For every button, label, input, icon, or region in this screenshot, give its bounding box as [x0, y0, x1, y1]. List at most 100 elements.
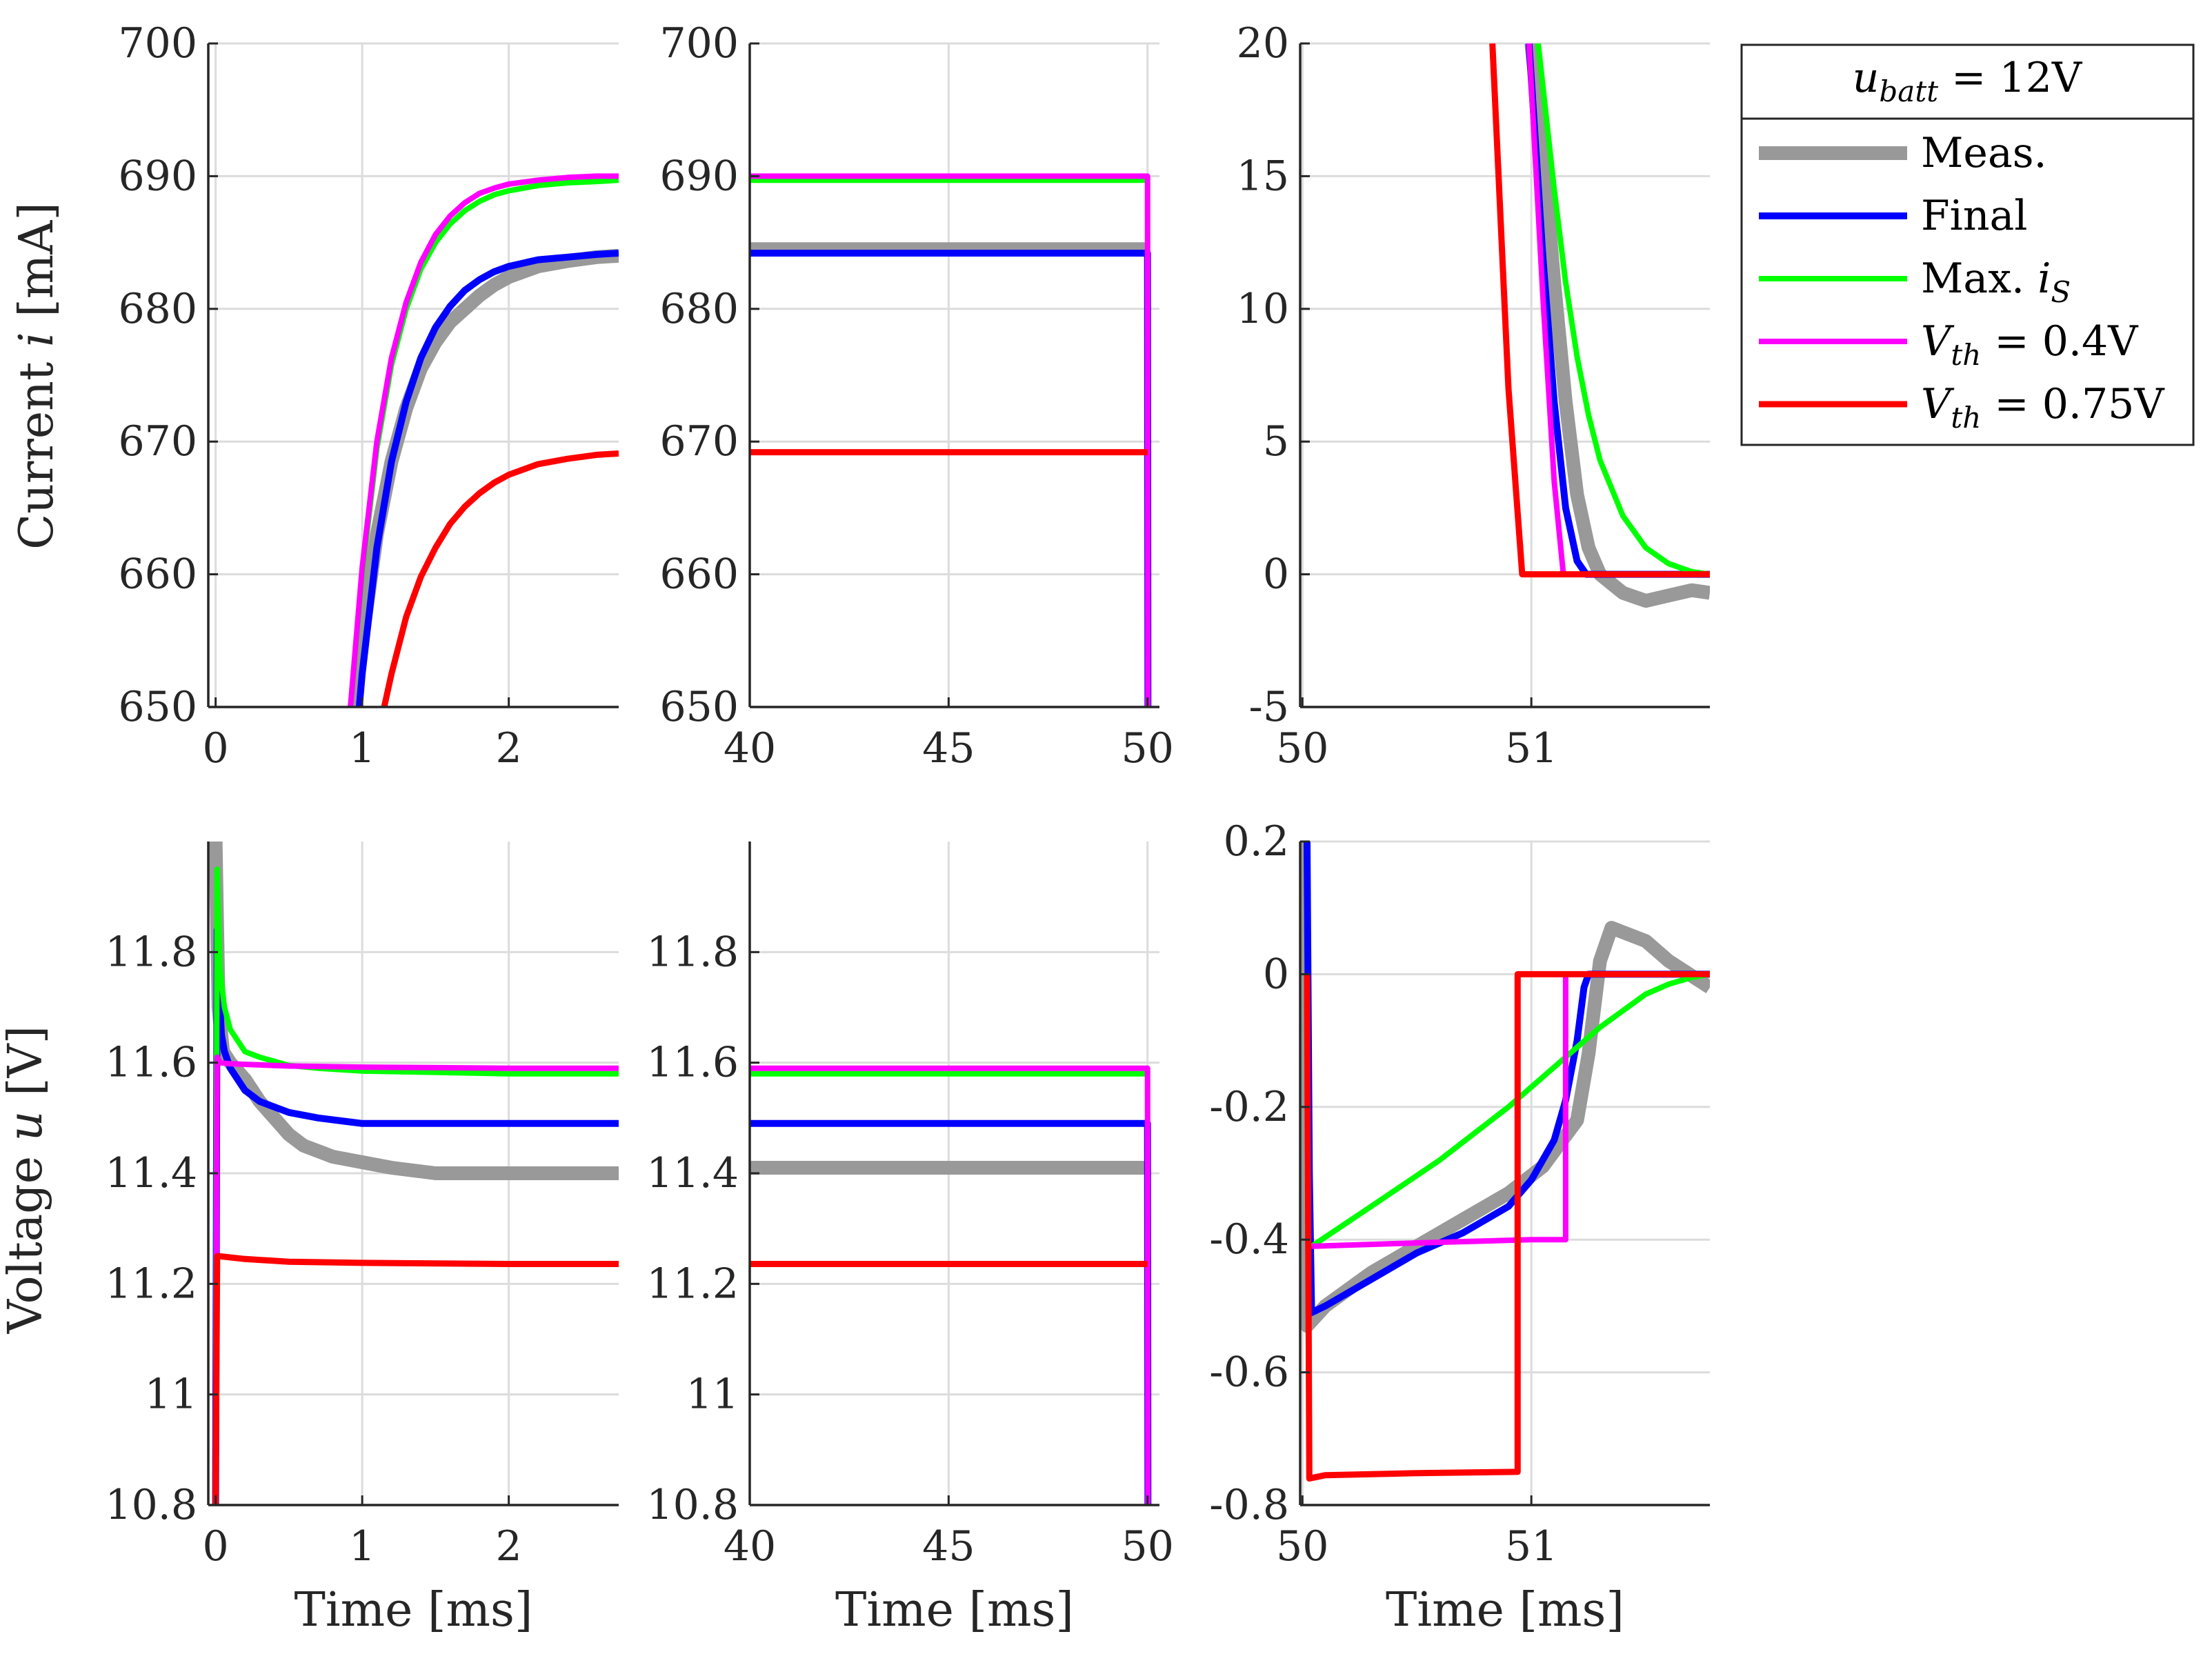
y-tick-label: 650	[118, 683, 197, 731]
legend-title: ubatt = 12V	[1853, 54, 2083, 108]
x-tick-label: 50	[1276, 724, 1328, 773]
series-line-v-th-0-4v	[348, 173, 619, 707]
x-axis-label: Time [ms]	[835, 1583, 1074, 1637]
y-axis-label-voltage: Voltage u [V]	[0, 1026, 53, 1334]
y-tick-label: 11.4	[105, 1149, 197, 1197]
legend-item: Meas.	[1759, 129, 2047, 177]
x-axis-label: Time [ms]	[295, 1583, 533, 1637]
legend-items: Meas. Final Max. iS Vth = 0.4V Vth = 0.75V	[1759, 129, 2165, 435]
legend-label: Vth = 0.75V	[1921, 380, 2165, 435]
x-tick-label: 40	[724, 724, 776, 773]
y-tick-label: 0	[1263, 550, 1289, 599]
y-tick-label: 15	[1237, 152, 1289, 200]
legend-item: Max. iS	[1759, 255, 2071, 309]
y-axis-label-current-text: Current	[10, 347, 64, 550]
series-line-max-i-s	[1310, 971, 1710, 1249]
y-axis-label-voltage-unit: [V]	[0, 1026, 53, 1111]
series-line-v-th-0-4v	[212, 1054, 619, 1505]
legend-label: Final	[1921, 192, 2027, 240]
y-tick-label: 10	[1237, 285, 1289, 333]
y-tick-label: -0.6	[1209, 1348, 1289, 1397]
series-line-v-th-0-75v	[1304, 970, 1710, 1482]
x-tick-label: 51	[1505, 1522, 1557, 1571]
y-tick-label: 0.2	[1224, 817, 1289, 866]
series-line-max-i-s	[1535, 43, 1710, 577]
y-tick-label: 700	[659, 19, 739, 68]
series-group	[208, 842, 619, 1505]
y-tick-label: 690	[659, 152, 739, 200]
panel-current-switchoff: -5 0 5 10 15 20 50 51	[1237, 19, 1710, 773]
x-tick-label: 1	[349, 1522, 375, 1571]
legend-box	[1740, 43, 2195, 446]
x-tick-label: 45	[922, 724, 975, 773]
y-tick-label: -0.2	[1209, 1083, 1289, 1131]
series-group	[750, 173, 1152, 707]
legend-item: Final	[1759, 192, 2027, 240]
y-tick-label: 660	[659, 550, 739, 599]
x-tick-label: 40	[724, 1522, 776, 1571]
y-tick-label: 11.8	[646, 928, 739, 976]
y-tick-label: 680	[659, 285, 739, 333]
y-tick-label: 690	[118, 152, 197, 200]
y-tick-label: -0.4	[1209, 1215, 1289, 1264]
y-tick-label: 11.2	[646, 1259, 739, 1308]
y-axis-labels: Current i [mA] Voltage u [V]	[0, 202, 64, 1334]
x-axis-label: Time [ms]	[1386, 1583, 1624, 1637]
y-tick-label: 11.4	[646, 1149, 739, 1197]
y-axis-label-current-var: i	[10, 332, 64, 347]
y-tick-label: 660	[118, 550, 197, 599]
y-tick-label: 10.8	[646, 1481, 739, 1529]
x-tick-label: 51	[1505, 724, 1557, 773]
y-axis-label-current-unit: [mA]	[10, 202, 64, 332]
series-line-v-th-0-75v	[212, 1253, 619, 1505]
series-line-meas	[348, 248, 619, 707]
x-tick-label: 50	[1122, 1522, 1174, 1571]
series-group	[1300, 842, 1710, 1482]
y-tick-label: 11.6	[646, 1039, 739, 1087]
series-line-v-th-0-75v	[381, 450, 619, 707]
y-tick-label: 680	[118, 285, 197, 333]
series-line-meas	[1524, 43, 1710, 608]
y-tick-label: 11.6	[105, 1039, 197, 1087]
legend-label: Vth = 0.4V	[1921, 317, 2139, 372]
panel-voltage-steady: 10.8 11 11.2 11.4 11.6 11.8 40 45 50 Time [ms]	[646, 842, 1174, 1637]
y-tick-label: -0.8	[1209, 1481, 1289, 1529]
y-tick-label: -5	[1249, 683, 1289, 731]
x-tick-label: 2	[496, 1522, 522, 1571]
legend-title-sub: batt	[1879, 74, 1938, 108]
panel-current-steady: 650 660 670 680 690 700 40 45 50	[659, 19, 1173, 773]
legend-label: Max. iS	[1921, 255, 2071, 309]
series-line-v-th-0-4v	[750, 1065, 1151, 1505]
y-tick-label: 11	[686, 1371, 739, 1419]
y-tick-label: 670	[118, 417, 197, 466]
series-group	[1489, 43, 1710, 608]
legend-item: Vth = 0.4V	[1759, 317, 2139, 372]
panels: 650 660 670 680 690 700 0 1 2 650 660 670 680 690 700 4…	[105, 19, 1710, 1637]
panel-current-startup: 650 660 670 680 690 700 0 1 2	[118, 19, 619, 773]
x-tick-label: 50	[1122, 724, 1174, 773]
x-tick-label: 0	[203, 1522, 229, 1571]
y-tick-label: 11.2	[105, 1259, 197, 1308]
legend-label: Meas.	[1921, 129, 2047, 177]
y-axis-label-voltage-var: u	[0, 1111, 53, 1142]
x-tick-label: 50	[1276, 1522, 1328, 1571]
y-axis-label-current: Current i [mA]	[10, 202, 64, 550]
legend-title-rest: = 12V	[1938, 54, 2083, 102]
panel-voltage-startup: 10.8 11 11.2 11.4 11.6 11.8 0 1 2 Time [ms]	[105, 842, 619, 1637]
series-group	[750, 1065, 1152, 1505]
x-tick-label: 2	[496, 724, 522, 773]
y-axis-label-voltage-text: Voltage	[0, 1141, 53, 1334]
y-tick-label: 670	[659, 417, 739, 466]
series-line-v-th-0-4v	[750, 173, 1151, 707]
legend: ubatt = 12V Meas. Final Max. iS Vth = 0.4V V…	[1740, 43, 2195, 446]
x-tick-label: 0	[203, 724, 229, 773]
series-line-final	[355, 250, 619, 707]
x-tick-label: 1	[349, 724, 375, 773]
legend-item: Vth = 0.75V	[1759, 380, 2165, 435]
series-line-max-i-s	[212, 866, 619, 1505]
y-tick-label: 5	[1263, 417, 1289, 466]
y-tick-label: 700	[118, 19, 197, 68]
y-tick-label: 11.8	[105, 928, 197, 976]
panel-voltage-switchoff: -0.8 -0.6 -0.4 -0.2 0 0.2 50 51 Time [ms]	[1209, 817, 1710, 1637]
